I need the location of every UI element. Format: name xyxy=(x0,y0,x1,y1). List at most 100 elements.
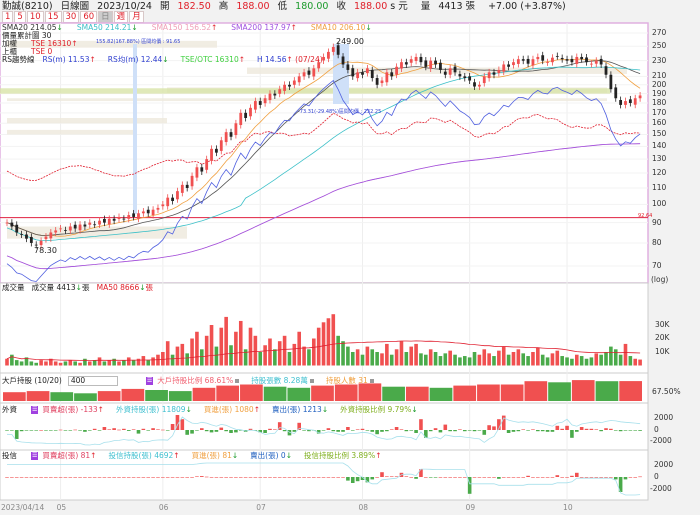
foreign-net-bar xyxy=(623,430,628,431)
date-tick: 09 xyxy=(465,503,476,512)
trend-arrow: ↓ xyxy=(185,405,192,414)
threshold-input[interactable]: 400 xyxy=(67,376,118,386)
volume-bar xyxy=(190,338,194,366)
candle-body xyxy=(302,72,306,77)
candle-body xyxy=(633,98,637,105)
foreign-net-bar xyxy=(555,425,560,430)
foreign-net-bar xyxy=(146,430,151,431)
foreign-net-bar xyxy=(506,430,511,433)
trust-net-bar xyxy=(618,477,623,492)
trust-net-bar xyxy=(243,477,248,478)
foreign-net-bar xyxy=(424,430,428,438)
price-tick: 130 xyxy=(652,154,667,164)
foreign-net-bar xyxy=(151,428,155,430)
candle-body xyxy=(526,58,530,64)
volume-bar xyxy=(521,353,526,366)
foreign-net-bar xyxy=(292,430,297,432)
sma200-line xyxy=(6,143,641,270)
foreign-net-bar xyxy=(526,430,530,431)
foreign-net-bar xyxy=(599,430,603,432)
candle-body xyxy=(463,76,467,79)
trust-net-bar xyxy=(404,476,409,477)
trust-net-bar xyxy=(209,477,214,478)
candle-body xyxy=(59,228,62,230)
trust-net-bar xyxy=(292,477,297,478)
volume-bar xyxy=(370,349,375,366)
change-value: +7.00 (+3.87%) xyxy=(488,1,566,12)
trust-net-bar xyxy=(419,469,423,477)
high-label: 高 xyxy=(218,1,229,12)
foreign-net-bar xyxy=(282,430,287,432)
settings-icon[interactable]: ☰ xyxy=(145,377,154,385)
candle-body xyxy=(137,213,140,219)
foreign-net-bar xyxy=(14,430,19,439)
volume-bar xyxy=(234,331,238,366)
candle-body xyxy=(10,222,14,227)
foreign-net-bar xyxy=(53,430,58,431)
candle-body xyxy=(327,51,330,59)
candle-body xyxy=(497,69,501,74)
volume-unit: 張 xyxy=(81,283,90,292)
foreign-net-bar xyxy=(545,430,550,432)
volume-bar xyxy=(107,360,112,366)
candle-body xyxy=(375,78,379,85)
trust-net-bar xyxy=(477,477,482,478)
trend-arrow: ↓ xyxy=(162,55,169,64)
volume-bar xyxy=(574,354,579,366)
trend-arrow: ↑ xyxy=(290,23,297,32)
settings-icon[interactable]: ☰ xyxy=(31,452,39,460)
trust-net-bar xyxy=(414,477,418,479)
foreign-net-bar xyxy=(107,429,112,430)
volume-bar xyxy=(326,318,331,366)
volume-bar xyxy=(550,353,555,366)
foreign-net-bar xyxy=(633,430,638,431)
foreign-net-bar xyxy=(462,430,467,432)
volume-bar xyxy=(258,352,263,366)
volume-bar xyxy=(536,347,540,366)
volume-bar xyxy=(292,343,297,366)
volume-bar xyxy=(438,356,443,366)
legend-item: 買進(張) 1080 xyxy=(203,405,254,414)
view-type[interactable]: 日線圖 xyxy=(60,1,90,12)
trust-net-bar xyxy=(453,477,457,478)
trust-net-bar xyxy=(122,477,126,478)
trust-net-bar xyxy=(131,477,136,478)
volume-bar xyxy=(584,358,589,366)
trust-net-bar xyxy=(297,477,301,478)
foreign-net-bar xyxy=(448,430,452,432)
volume-bar xyxy=(497,350,501,366)
candle-body xyxy=(317,62,321,69)
foreign-net-bar xyxy=(574,430,579,432)
candle-body xyxy=(141,211,145,214)
settings-icon[interactable]: ☰ xyxy=(31,406,39,414)
volume-bar xyxy=(448,350,452,366)
foreign-legend: 外資 ☰ 買賣超(張) -133↑ 外資持股(張) 11809↓ 買進(張) 1080↑… xyxy=(2,406,430,414)
trust-net-bar xyxy=(380,472,384,477)
big-holder-bar xyxy=(240,384,263,401)
trust-net-bar xyxy=(73,477,77,478)
candle-body xyxy=(244,112,248,118)
foreign-net-bar xyxy=(185,430,189,435)
support-band xyxy=(7,226,187,239)
candle-body xyxy=(180,184,184,193)
legend-item: 外資持股(張) 11809 xyxy=(115,405,186,414)
quote-date: 2023/10/24 xyxy=(97,1,152,12)
foreign-net-bar xyxy=(419,419,423,430)
date-tick: 07 xyxy=(256,503,266,512)
candle-body xyxy=(414,56,418,61)
candle-body xyxy=(205,159,209,170)
candle-body xyxy=(307,70,311,75)
date-tick: 06 xyxy=(158,503,169,512)
volume-legend: 成交量 成交量 4413↓張 MA50 8666↓張 xyxy=(2,283,154,292)
candle-body xyxy=(29,236,33,243)
candle-body xyxy=(429,60,433,69)
candle-body xyxy=(599,58,603,65)
trust-net-bar xyxy=(238,477,243,478)
candle-body xyxy=(546,62,549,63)
trust-net-bar xyxy=(613,477,618,480)
foreign-net-bar xyxy=(63,430,68,431)
volume-bar xyxy=(49,358,53,366)
volume-bar xyxy=(424,354,428,366)
price-tick: 70 xyxy=(652,260,662,270)
